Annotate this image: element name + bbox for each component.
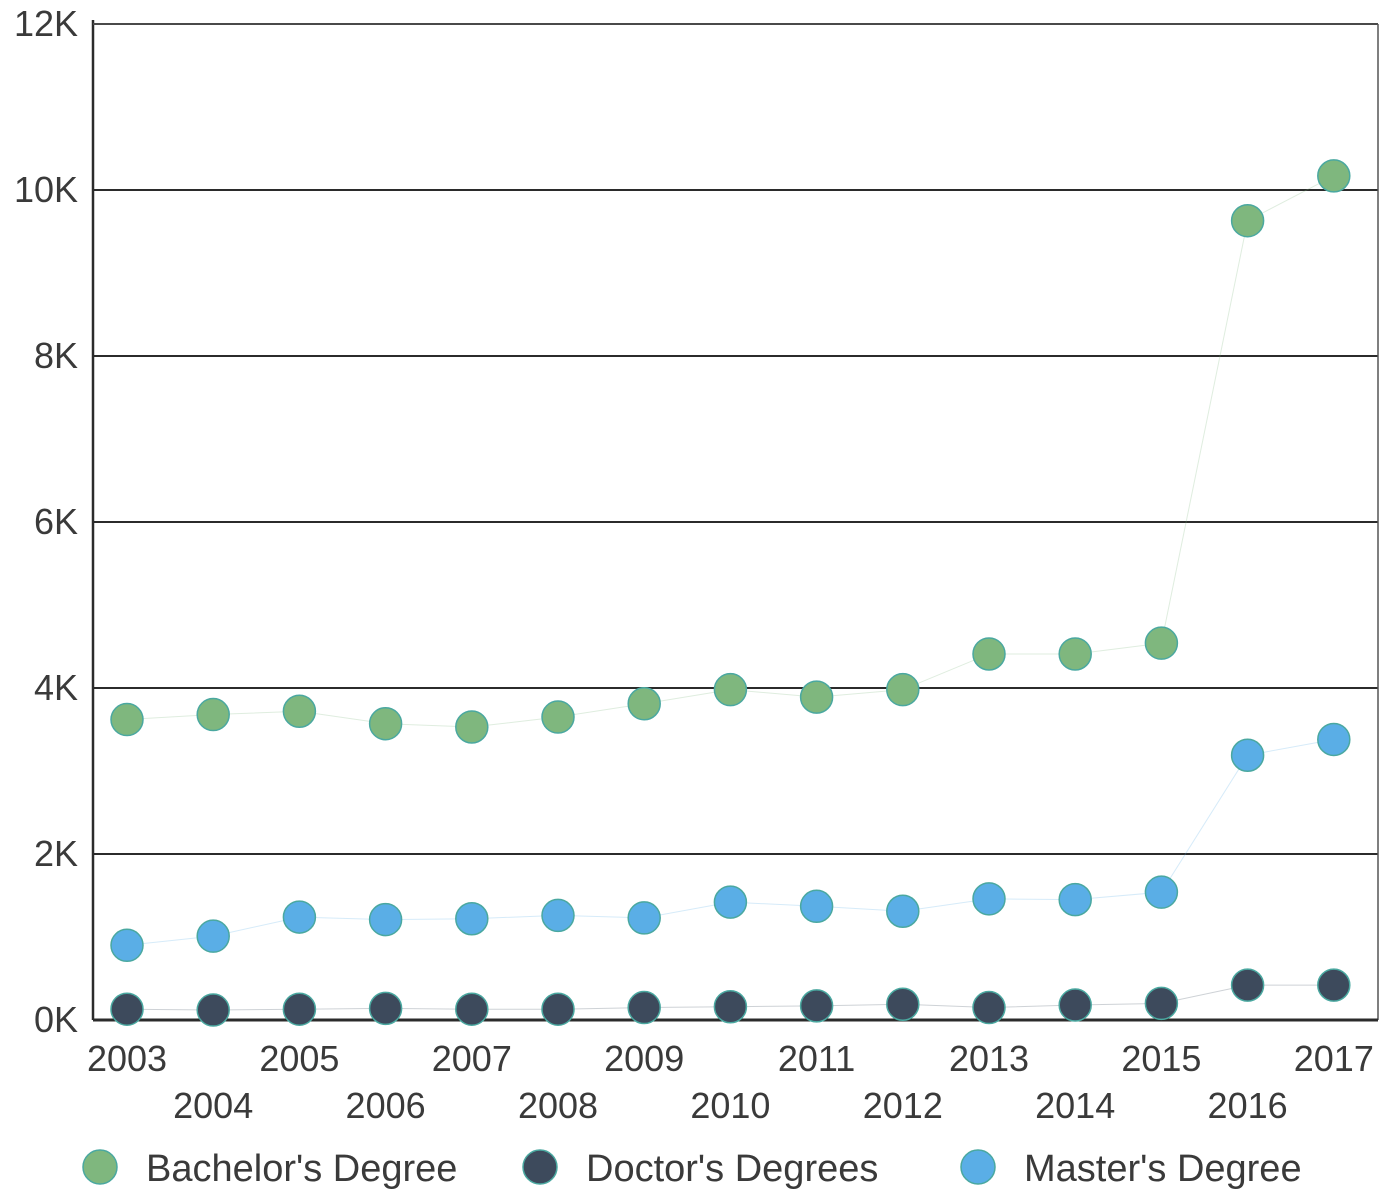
master-s-degree-point[interactable] [1230,738,1265,772]
doctor-s-degrees-point[interactable] [1317,968,1351,1002]
x-tick-label: 2004 [173,1085,253,1126]
bachelor-s-degree-point[interactable] [196,697,230,732]
doctor-s-degrees-point[interactable] [455,992,489,1026]
y-tick-label: 8K [34,335,78,376]
master-s-degree-point[interactable] [1058,882,1092,917]
bachelor-s-degree-point[interactable] [1230,203,1265,238]
y-tick-label: 0K [34,999,78,1040]
x-tick-label: 2010 [690,1085,770,1126]
doctor-s-degrees-point[interactable] [368,991,403,1026]
doctor-s-degrees-point[interactable] [541,992,575,1026]
bachelor-s-degree-point[interactable] [799,680,834,714]
y-tick-label: 2K [34,833,78,874]
master-s-degree-legend-label: Master's Degree [1024,1148,1302,1190]
doctor-s-degrees-point[interactable] [1058,988,1092,1022]
axes [91,20,1379,1022]
y-axis-ticks: 0K 2K 4K 6K 8K 10K 12K [14,3,78,1040]
master-s-degree-point[interactable] [110,928,144,963]
master-s-degree-point[interactable] [1144,875,1179,909]
master-s-degree-point[interactable] [799,889,834,924]
x-tick-label: 2003 [87,1038,167,1079]
master-s-degree-point[interactable] [886,894,920,929]
x-tick-label: 2016 [1208,1085,1288,1126]
doctor-s-degrees-point[interactable] [972,990,1006,1025]
doctor-s-degrees-point[interactable] [110,992,144,1026]
x-tick-label: 2012 [863,1085,943,1126]
x-tick-label: 2006 [346,1085,426,1126]
master-s-degree-point[interactable] [713,885,748,919]
bachelor-s-degree-point[interactable] [1317,159,1351,193]
bachelor-s-degree-point[interactable] [886,672,920,707]
doctor-s-degrees-point[interactable] [1230,968,1265,1002]
doctor-s-degrees-point[interactable] [886,987,920,1021]
gridlines [93,23,1378,855]
x-tick-label: 2017 [1294,1038,1374,1079]
doctor-s-degrees-point[interactable] [713,989,748,1024]
master-s-degree-point[interactable] [455,901,489,936]
y-tick-label: 10K [14,169,78,210]
master-s-degree-point[interactable] [1317,722,1351,757]
bachelor-s-degree-point[interactable] [1058,637,1092,671]
y-tick-label: 4K [34,667,78,708]
y-tick-label: 12K [14,3,78,44]
x-axis-ticks: 2003200420052006200720082009201020112012… [87,1038,1374,1126]
doctor-s-degrees-point[interactable] [282,992,317,1026]
x-tick-label: 2011 [778,1038,855,1079]
doctor-s-degrees-legend-marker [522,1149,558,1185]
bachelor-s-degree-legend-label: Bachelor's Degree [146,1148,457,1190]
master-s-degree-legend-marker [960,1149,996,1185]
master-s-degree-point[interactable] [627,901,661,935]
x-tick-label: 2005 [259,1038,339,1079]
doctor-s-degrees-legend-label: Doctor's Degrees [586,1148,878,1190]
master-s-degree-point[interactable] [196,919,230,953]
master-s-degree-point[interactable] [541,898,575,933]
master-s-degree-point[interactable] [368,902,403,937]
doctor-s-degrees-point[interactable] [799,989,834,1023]
x-tick-label: 2013 [949,1038,1029,1079]
bachelor-s-degree-point[interactable] [1144,626,1179,660]
doctor-s-degrees-point[interactable] [196,993,230,1027]
master-s-degree-point[interactable] [282,900,317,934]
master-s-degree-point[interactable] [972,882,1006,916]
bachelor-s-degree-legend-marker [82,1149,118,1185]
bachelor-s-degree-point[interactable] [110,702,144,737]
x-tick-label: 2008 [518,1085,598,1126]
bachelor-s-degree-point[interactable] [541,700,575,734]
bachelor-s-degree-point[interactable] [368,706,403,741]
x-tick-label: 2009 [604,1038,684,1079]
doctor-s-degrees-point[interactable] [627,990,661,1025]
x-tick-label: 2007 [432,1038,512,1079]
bachelor-s-degree-point[interactable] [713,672,748,707]
bachelor-s-degree-point[interactable] [627,687,661,721]
legend: Bachelor's Degree Doctor's Degrees Master'… [82,1148,1302,1190]
x-tick-label: 2014 [1035,1085,1115,1126]
x-tick-label: 2015 [1121,1038,1201,1079]
bachelor-s-degree-point[interactable] [972,637,1006,671]
doctor-s-degrees-point[interactable] [1144,986,1179,1021]
y-tick-label: 6K [34,501,78,542]
bachelor-s-degree-point[interactable] [282,694,317,728]
data-points [110,159,1351,1027]
bachelor-s-degree-point[interactable] [455,710,489,744]
